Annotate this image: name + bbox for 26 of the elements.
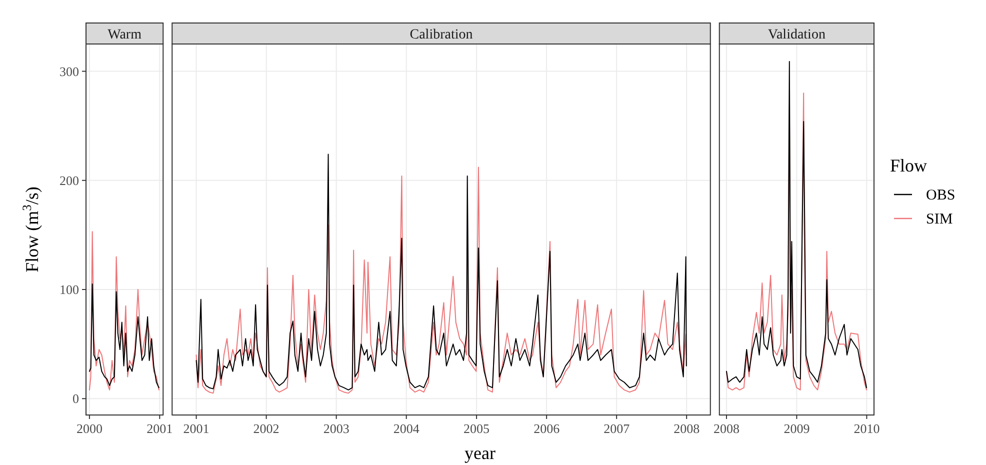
x-tick-label: 2003 bbox=[323, 421, 350, 436]
x-tick-label: 2005 bbox=[464, 421, 490, 436]
x-tick-label: 2001 bbox=[146, 421, 173, 436]
chart-title: Warm bbox=[108, 28, 142, 42]
x-tick-label: 2009 bbox=[784, 421, 810, 436]
x-tick-label: 2001 bbox=[183, 421, 210, 436]
x-tick-label: 2002 bbox=[253, 421, 280, 436]
legend-label: SIM bbox=[926, 212, 953, 228]
x-tick-label: 2004 bbox=[393, 421, 420, 436]
y-tick-label: 200 bbox=[60, 172, 79, 188]
chart-title: Calibration bbox=[410, 28, 473, 42]
legend-title: Flow bbox=[890, 156, 928, 176]
x-tick-label: 2000 bbox=[76, 421, 102, 436]
x-axis-title: year bbox=[464, 443, 496, 463]
x-tick-label: 2008 bbox=[674, 421, 700, 436]
line-series bbox=[88, 284, 160, 388]
y-tick-label: 100 bbox=[60, 282, 79, 298]
legend-label: OBS bbox=[926, 188, 956, 204]
x-tick-label: 2006 bbox=[534, 421, 560, 436]
x-tick-label: 2008 bbox=[713, 421, 740, 436]
x-tick-label: 2007 bbox=[604, 421, 630, 436]
y-tick-label: 0 bbox=[72, 391, 79, 406]
line-series bbox=[88, 231, 160, 390]
y-tick-label: 300 bbox=[60, 64, 79, 79]
x-tick-label: 2010 bbox=[854, 421, 880, 436]
chart-title: Validation bbox=[768, 28, 826, 42]
